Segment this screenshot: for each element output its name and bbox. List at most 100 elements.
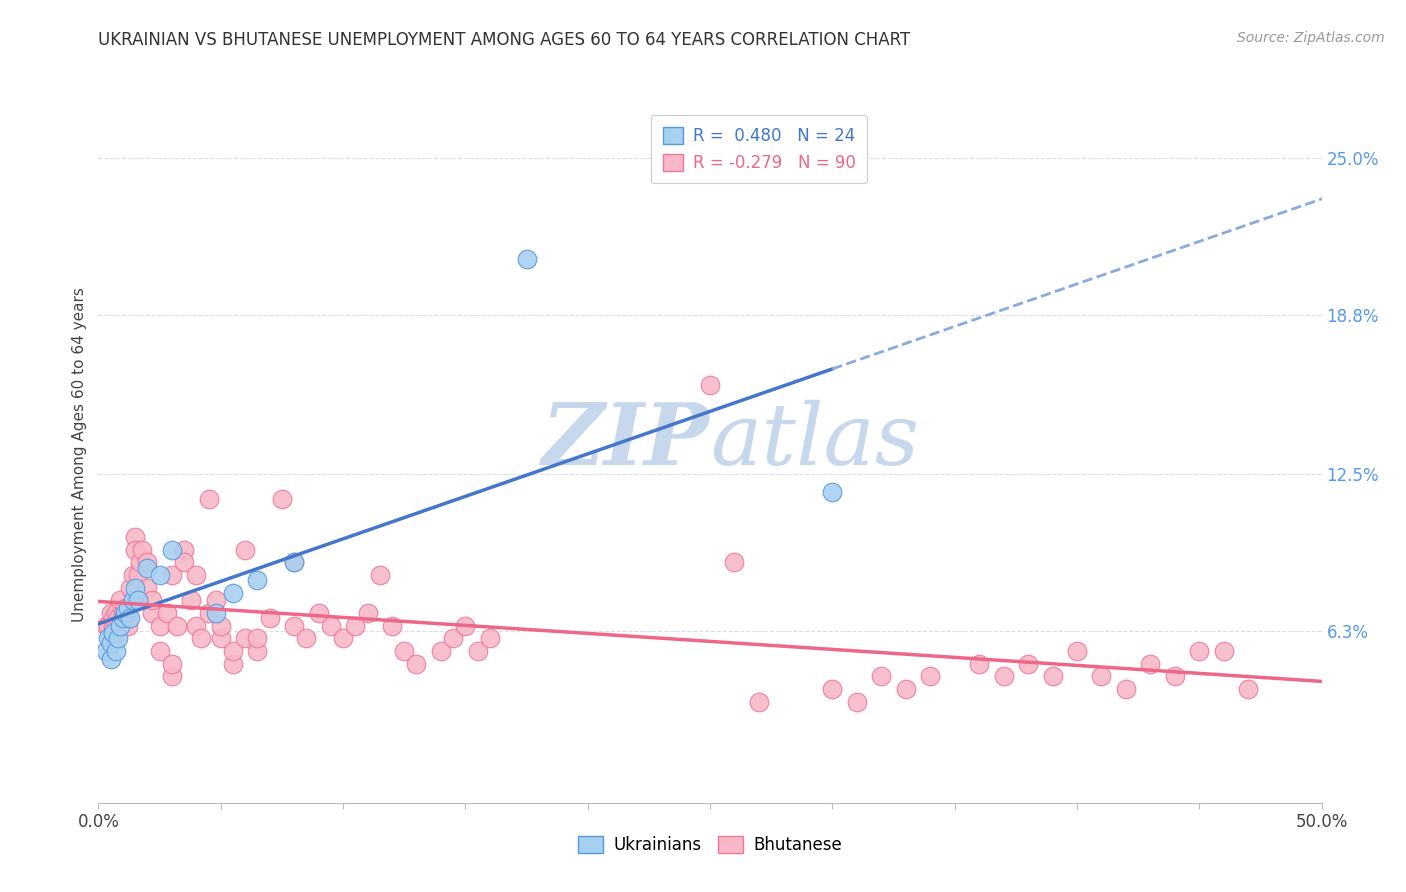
Point xyxy=(920,669,942,683)
Point xyxy=(124,542,146,557)
Point xyxy=(283,556,305,570)
Point xyxy=(149,568,172,582)
Point xyxy=(121,568,143,582)
Point xyxy=(246,632,269,646)
Point xyxy=(121,593,143,607)
Point xyxy=(149,618,172,632)
Point xyxy=(156,606,179,620)
Point xyxy=(381,618,404,632)
Point xyxy=(124,581,146,595)
Point xyxy=(209,632,232,646)
Point xyxy=(748,695,770,709)
Point xyxy=(209,618,232,632)
Point xyxy=(332,632,354,646)
Point xyxy=(405,657,427,671)
Point xyxy=(368,568,391,582)
Point xyxy=(295,632,318,646)
Point xyxy=(141,606,163,620)
Point xyxy=(160,568,183,582)
Point xyxy=(967,657,990,671)
Point xyxy=(222,657,245,671)
Point xyxy=(186,618,208,632)
Point xyxy=(149,644,172,658)
Point xyxy=(821,681,844,696)
Point xyxy=(1115,681,1137,696)
Point xyxy=(110,593,132,607)
Point xyxy=(356,606,378,620)
Point xyxy=(246,573,269,587)
Point xyxy=(233,632,256,646)
Point xyxy=(104,606,127,620)
Point xyxy=(124,530,146,544)
Point xyxy=(110,618,132,632)
Point xyxy=(430,644,453,658)
Point xyxy=(160,542,183,557)
Legend: Ukrainians, Bhutanese: Ukrainians, Bhutanese xyxy=(568,826,852,864)
Point xyxy=(1188,644,1211,658)
Text: Source: ZipAtlas.com: Source: ZipAtlas.com xyxy=(1237,31,1385,45)
Point xyxy=(111,611,134,625)
Point xyxy=(117,611,139,625)
Point xyxy=(515,252,537,266)
Point xyxy=(166,618,188,632)
Point xyxy=(127,568,149,582)
Point xyxy=(993,669,1015,683)
Point xyxy=(114,601,136,615)
Point xyxy=(117,601,139,615)
Point xyxy=(308,606,330,620)
Point xyxy=(392,644,416,658)
Point xyxy=(136,556,159,570)
Point xyxy=(222,644,245,658)
Point xyxy=(259,611,281,625)
Point xyxy=(319,618,342,632)
Point xyxy=(478,632,501,646)
Point xyxy=(222,586,245,600)
Point xyxy=(1042,669,1064,683)
Point xyxy=(120,611,142,625)
Point xyxy=(845,695,868,709)
Point xyxy=(467,644,489,658)
Point xyxy=(104,644,127,658)
Point xyxy=(186,568,208,582)
Point xyxy=(1017,657,1039,671)
Text: atlas: atlas xyxy=(710,400,920,483)
Point xyxy=(107,626,129,640)
Point xyxy=(111,606,134,620)
Point xyxy=(141,593,163,607)
Point xyxy=(283,556,305,570)
Point xyxy=(1212,644,1234,658)
Point xyxy=(894,681,917,696)
Point xyxy=(114,606,136,620)
Point xyxy=(94,618,117,632)
Point xyxy=(246,644,269,658)
Point xyxy=(100,636,122,650)
Point xyxy=(136,581,159,595)
Point xyxy=(283,618,305,632)
Point xyxy=(1090,669,1112,683)
Point xyxy=(180,593,202,607)
Point xyxy=(107,611,129,625)
Y-axis label: Unemployment Among Ages 60 to 64 years: Unemployment Among Ages 60 to 64 years xyxy=(72,287,87,623)
Point xyxy=(723,556,745,570)
Point xyxy=(233,542,256,557)
Point xyxy=(101,618,124,632)
Point xyxy=(107,632,129,646)
Point xyxy=(120,581,142,595)
Point xyxy=(101,626,124,640)
Point xyxy=(1066,644,1088,658)
Point xyxy=(136,560,159,574)
Point xyxy=(821,484,844,499)
Point xyxy=(101,611,124,625)
Point xyxy=(160,657,183,671)
Point xyxy=(111,611,134,625)
Point xyxy=(97,632,120,646)
Point xyxy=(454,618,477,632)
Point xyxy=(441,632,464,646)
Point xyxy=(190,632,212,646)
Point xyxy=(100,606,122,620)
Point xyxy=(94,644,117,658)
Point xyxy=(100,651,122,665)
Point xyxy=(197,606,219,620)
Point xyxy=(117,618,139,632)
Point xyxy=(344,618,367,632)
